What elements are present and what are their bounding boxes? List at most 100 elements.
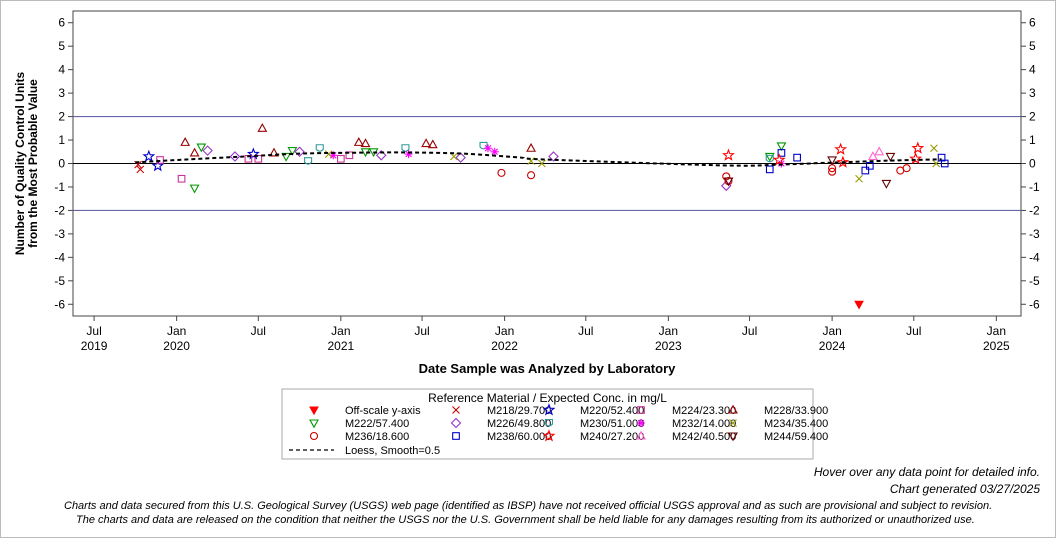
y-tick-label-left: -4: [54, 250, 65, 264]
legend-marker-m228-33-900: [728, 404, 738, 414]
y-axis-title-line1: Number of Quality Control Units: [13, 72, 27, 256]
legend-frame: [281, 388, 814, 460]
y-tick-label-right: -2: [1029, 203, 1040, 217]
point-m240-27-200: [909, 152, 922, 165]
point-m238-60-000: [793, 153, 801, 162]
legend-marker-m244-59-400: [728, 432, 738, 442]
point-m226-49-800: [375, 150, 387, 161]
x-tick-label: Jan: [987, 324, 1006, 338]
point-m232-14-000: [490, 147, 499, 156]
point-m218-29-700: [136, 165, 145, 174]
point-m244-59-400: [885, 152, 896, 162]
legend-marker-m222-57-400: [309, 419, 319, 429]
y-tick-label-right: -1: [1029, 180, 1040, 194]
legend-marker-m232-14-000: [637, 419, 645, 427]
point-m220-52-400: [151, 159, 165, 172]
y-tick-label-left: 0: [58, 157, 65, 171]
legend-marker-m224-23-300: [637, 406, 645, 414]
legend-label-m228-33-900: M228/33.900: [764, 405, 828, 417]
point-m222-57-400: [196, 143, 207, 153]
x-tick-label: Jan: [331, 324, 350, 338]
legend-label-m238-60-000: M238/60.000: [487, 431, 551, 443]
generated-note: Chart generated 03/27/2025: [889, 482, 1040, 496]
point-m228-33-900: [269, 147, 279, 157]
x-tick-label: Jul: [578, 324, 593, 338]
legend-marker-m242-40-500: [636, 430, 646, 440]
point-m240-27-200: [836, 155, 850, 168]
y-tick-label-left: 5: [58, 39, 65, 53]
point-m226-49-800: [294, 146, 305, 158]
point-m244-59-400: [827, 156, 838, 166]
point-m240-27-200: [834, 142, 848, 155]
point-m240-27-200: [911, 141, 925, 154]
point-m222-57-400: [281, 152, 292, 162]
legend: Reference Material / Expected Conc. in m…: [281, 388, 828, 460]
x-tick-year-label: 2024: [819, 339, 846, 353]
point-m236-18-600: [497, 168, 506, 177]
x-tick-year-label: 2021: [327, 339, 354, 353]
y-tick-label-left: 1: [58, 133, 65, 147]
legend-marker-m238-60-000: [452, 432, 460, 440]
y-tick-label-left: 3: [58, 86, 65, 100]
point-m240-27-200: [772, 153, 786, 166]
x-axis-title: Date Sample was Analyzed by Laboratory: [419, 361, 676, 376]
legend-label-m236-18-600: M236/18.600: [345, 431, 409, 443]
y-tick-label-right: -4: [1029, 250, 1040, 264]
x-tick-label: Jul: [251, 324, 266, 338]
legend-label-m226-49-800: M226/49.800: [487, 418, 551, 430]
point-m224-23-300: [336, 154, 345, 163]
legend-marker-m220-52-400: [542, 403, 556, 416]
point-m222-57-400: [189, 184, 200, 194]
x-tick-label: Jan: [495, 324, 514, 338]
point-m242-40-500: [874, 146, 885, 156]
point-m220-52-400: [246, 147, 260, 160]
point-m232-14-000: [484, 144, 493, 153]
y-tick-label-left: 6: [58, 16, 65, 30]
point-m238-60-000: [865, 161, 874, 170]
point-m230-51-000: [765, 154, 774, 163]
y-tick-label-right: 4: [1029, 63, 1036, 77]
legend-label-m244-59-400: M244/59.400: [764, 431, 828, 443]
point-m228-33-900: [189, 147, 200, 157]
point-m228-33-900: [180, 137, 191, 146]
point-m236-18-600: [527, 171, 536, 180]
point-m224-23-300: [177, 174, 186, 183]
point-m238-60-000: [940, 159, 949, 168]
y-tick-label-left: -1: [54, 180, 65, 194]
legend-label-off-scale-y-axis: Off-scale y-axis: [345, 405, 421, 417]
legend-label-m230-51-000: M230/51.000: [580, 418, 644, 430]
point-m222-57-400: [776, 142, 787, 152]
x-tick-label: Jul: [742, 324, 757, 338]
y-tick-label-right: -5: [1029, 274, 1040, 288]
point-m242-40-500: [868, 151, 878, 161]
x-tick-label: Jul: [906, 324, 921, 338]
point-m222-57-400: [764, 152, 775, 162]
legend-label-m222-57-400: M222/57.400: [345, 418, 409, 430]
point-m230-51-000: [304, 157, 313, 165]
legend-marker-m234-35-400: [729, 419, 737, 427]
point-m234-35-400: [324, 150, 333, 159]
y-tick-label-right: 0: [1029, 157, 1036, 171]
legend-marker-m240-27-200: [542, 429, 556, 442]
x-tick-label: Jan: [167, 324, 186, 338]
point-m234-35-400: [855, 174, 863, 183]
point-m228-33-900: [526, 142, 537, 152]
y-axis-title-line2: from the Most Probable Value: [26, 79, 40, 248]
point-m226-49-800: [229, 151, 241, 162]
point-m238-60-000: [765, 165, 774, 174]
legend-title: Reference Material / Expected Conc. in m…: [428, 391, 667, 405]
y-tick-label-left: 2: [58, 110, 65, 124]
y-tick-label-right: 1: [1029, 133, 1036, 147]
point-m228-33-900: [360, 138, 371, 148]
point-m234-35-400: [930, 144, 938, 153]
y-tick-label-left: -3: [54, 227, 65, 241]
point-m228-33-900: [353, 137, 364, 146]
x-tick-label: Jul: [414, 324, 429, 338]
data-points: [134, 122, 949, 310]
y-tick-label-right: -3: [1029, 227, 1040, 241]
y-tick-label-left: 4: [58, 63, 65, 77]
legend-label-m242-40-500: M242/40.500: [672, 431, 736, 443]
legend-marker-m230-51-000: [544, 418, 554, 427]
point-m228-33-900: [421, 138, 432, 148]
point-m230-51-000: [315, 144, 324, 152]
